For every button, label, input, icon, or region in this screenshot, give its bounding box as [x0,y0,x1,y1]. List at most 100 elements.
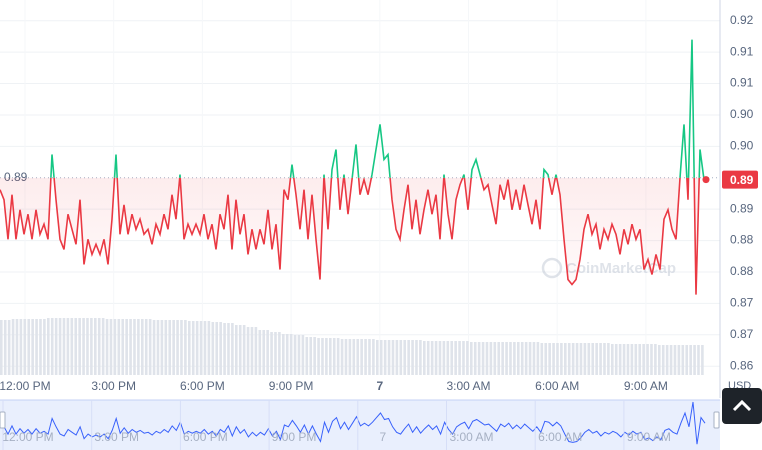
volume-bar [419,340,422,375]
price-line-down [0,177,705,295]
volume-bar [477,342,481,375]
volume-bar [203,321,207,375]
volume-bar [282,334,285,375]
volume-bar [278,332,281,375]
volume-bar [434,341,438,375]
price-area [0,177,704,295]
volume-bar [556,343,559,375]
volume-bar [661,345,665,375]
volume-bar [297,335,301,375]
navigator-label: 9:00 AM [627,430,671,444]
x-tick-label: 3:00 PM [91,379,136,393]
volume-bar [630,344,634,375]
volume-bar [82,318,85,375]
volume-bar [485,342,489,375]
volume-bar [121,319,125,375]
volume-bar [403,340,407,375]
volume-bar [669,345,673,375]
x-tick-label: 3:00 AM [446,379,490,393]
volume-bar [58,318,62,375]
volume-bar [391,340,395,375]
volume-bar [446,341,450,375]
volume-bar [599,343,602,375]
volume-bar [532,342,536,375]
volume-bar [332,338,336,375]
volume-bar [270,332,273,375]
volume-bar [583,343,587,375]
volume-bar [520,342,524,375]
volume-bar [293,335,297,375]
volume-bar [27,319,31,375]
volume-bar [148,319,152,375]
current-label: 0.89 [730,173,754,187]
volume-bar [223,323,226,375]
y-tick-label: 0.90 [730,107,754,121]
volume-bar [513,342,516,375]
volume-bar [317,338,320,375]
volume-bar [575,343,579,375]
volume-bar [497,342,501,375]
volume-bar [524,342,528,375]
volume-bar [356,339,360,375]
volume-bar [473,342,477,375]
volume-bar [603,343,606,375]
volume-bar [105,319,109,375]
volume-bar [15,319,19,375]
volume-bar [567,343,571,375]
volume-bar [215,322,219,375]
volume-bar [466,341,469,375]
volume-bar [426,341,430,375]
volume-bar [43,319,46,375]
volume-bar [454,341,457,375]
volume-bar [536,342,540,375]
volume-bar [673,345,677,375]
volume-bar [250,327,254,375]
volume-bar [591,343,595,375]
chevron-icon[interactable] [732,399,752,412]
volume-bar [274,332,277,375]
volume-bar [254,327,258,375]
volume-bar [227,323,230,375]
x-tick-label: 12:00 PM [0,379,51,393]
y-tick-label: 0.91 [730,76,754,90]
volume-bar [658,345,661,375]
volume-bar [19,319,23,375]
volume-bar [344,339,348,375]
volume-bar [144,319,148,375]
volume-bar [266,330,269,375]
volume-bar [78,318,81,375]
volume-bar [176,320,179,375]
volume-bar [262,330,266,375]
volume-bar [90,318,93,375]
y-tick-label: 0.88 [730,233,754,247]
volume-bar [395,340,399,375]
volume-bar [352,339,356,375]
volume-bar [697,345,700,375]
volume-bar [693,345,696,375]
volume-bar [415,340,418,375]
volume-bar [35,319,38,375]
volume-bar [399,340,403,375]
y-tick-label: 0.89 [730,201,754,215]
volume-bar [235,325,238,375]
volume-bar [481,342,485,375]
volume-bar [207,321,211,375]
volume-bar [505,342,508,375]
volume-bar [70,318,74,375]
volume-bar [117,319,121,375]
volume-bar [450,341,454,375]
scroll-top-button[interactable] [722,388,762,424]
volume-bar [54,318,58,375]
volume-bar [677,345,681,375]
volume-bar [442,341,446,375]
current-dot [702,176,710,184]
volume-bar [607,343,610,375]
button-bg[interactable] [722,388,762,424]
y-tick-label: 0.87 [730,296,754,310]
volume-bar [211,322,215,375]
x-tick-label: 6:00 AM [535,379,579,393]
volume-bar [430,341,434,375]
volume-bar [372,339,375,375]
y-tick-label: 0.90 [730,139,754,153]
volume-bar [548,343,551,375]
